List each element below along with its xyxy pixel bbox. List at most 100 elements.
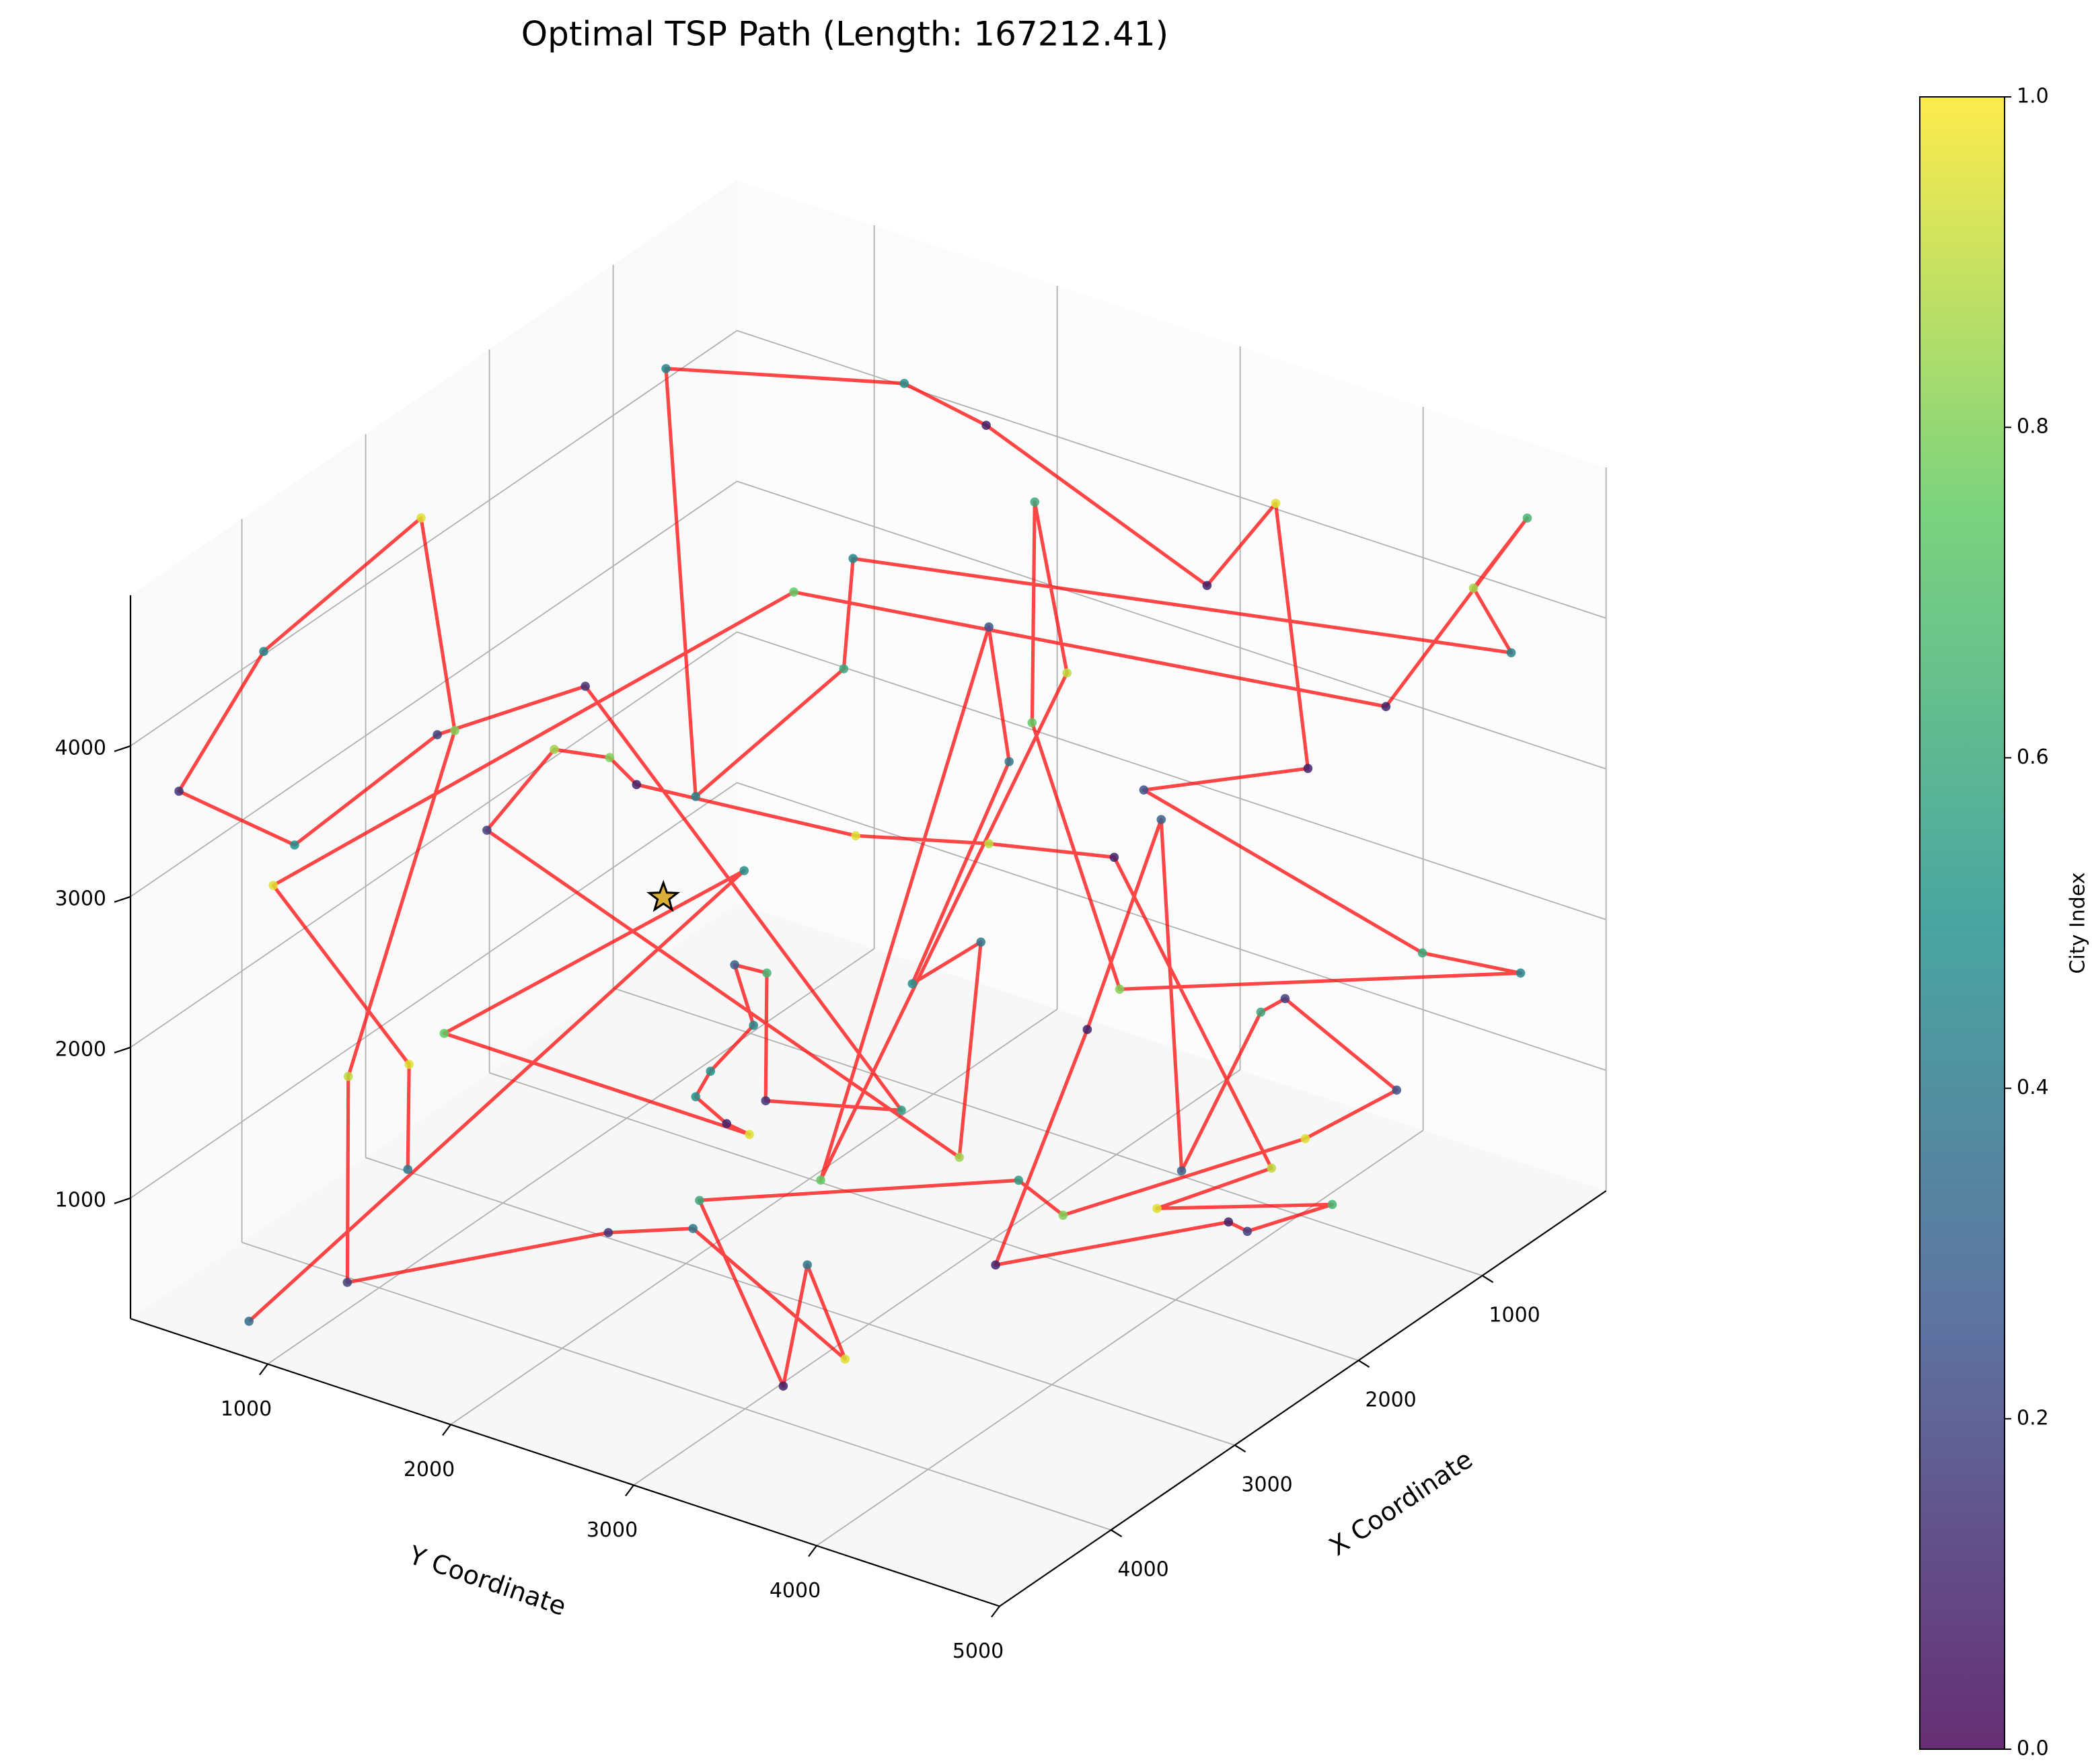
city-point <box>1267 1163 1277 1173</box>
city-point <box>984 622 994 632</box>
city-point <box>1280 994 1290 1004</box>
grid-line <box>737 631 1606 920</box>
x-tick-label: 1000 <box>1489 1304 1540 1327</box>
city-point <box>802 1260 813 1270</box>
grid-line <box>130 631 738 1048</box>
city-point <box>404 1060 414 1069</box>
z-tick <box>114 895 131 903</box>
city-point <box>1417 948 1427 958</box>
z-tick-label: 3000 <box>55 887 106 910</box>
grid-line <box>450 1008 1058 1426</box>
city-point <box>1506 648 1516 658</box>
city-point <box>1109 852 1119 862</box>
pane-left <box>130 180 737 1319</box>
city-point <box>403 1165 413 1174</box>
y-tick <box>259 1363 268 1376</box>
city-point <box>416 513 426 523</box>
z-tick-label: 4000 <box>55 736 106 760</box>
grid-line <box>489 1072 1359 1361</box>
y-tick <box>991 1605 1000 1618</box>
grid-line <box>737 782 1606 1071</box>
x-axis <box>999 1190 1607 1607</box>
z-tick-label: 2000 <box>55 1037 106 1061</box>
pane-floor <box>130 903 1606 1607</box>
city-point <box>1202 581 1212 591</box>
city-point <box>343 1072 353 1081</box>
grid-line <box>241 1241 1111 1531</box>
city-point <box>1062 668 1072 678</box>
city-point <box>706 1066 716 1076</box>
city-point <box>691 1092 701 1101</box>
city-point <box>899 379 909 388</box>
city-point <box>450 726 459 735</box>
city-point <box>482 825 492 835</box>
city-point <box>688 1224 698 1233</box>
y-tick-label: 1000 <box>221 1397 272 1421</box>
city-point <box>605 753 615 762</box>
z-tick-label: 1000 <box>55 1188 106 1212</box>
city-point <box>1082 1025 1092 1035</box>
city-point <box>1115 984 1125 994</box>
city-point <box>1327 1200 1337 1210</box>
city-point <box>550 745 559 754</box>
city-point <box>1256 1007 1266 1017</box>
city-point <box>1522 513 1532 523</box>
city-point <box>691 792 701 801</box>
city-point <box>342 1278 352 1287</box>
city-point <box>816 1175 825 1185</box>
y-tick-label: 5000 <box>952 1640 1004 1663</box>
city-point <box>1381 702 1391 712</box>
colorbar-tick-label: 0.4 <box>2017 1076 2049 1099</box>
z-tick <box>114 1197 131 1204</box>
chart-title: Optimal TSP Path (Length: 167212.41) <box>521 15 1168 54</box>
city-point <box>661 364 671 373</box>
city-point <box>976 937 986 947</box>
city-point <box>632 780 642 790</box>
city-point <box>1014 1175 1024 1185</box>
grid-line <box>737 480 1606 770</box>
x-tick <box>1234 1444 1246 1453</box>
city-point <box>1139 785 1149 795</box>
z-tick <box>114 1046 131 1054</box>
y-tick-label: 4000 <box>770 1579 821 1603</box>
city-point <box>730 960 739 969</box>
city-point <box>439 1029 449 1038</box>
city-point <box>268 881 278 890</box>
colorbar-tick-label: 0.0 <box>2017 1737 2049 1761</box>
city-point <box>174 786 184 796</box>
start-marker <box>646 879 681 912</box>
city-point <box>761 1096 771 1105</box>
city-point <box>851 831 860 841</box>
city-point <box>1156 815 1166 824</box>
city-point <box>581 682 590 691</box>
colorbar-label: City Index <box>2066 873 2090 974</box>
city-point <box>244 1317 254 1326</box>
grid-line <box>267 948 875 1365</box>
city-point <box>1030 497 1040 507</box>
pane-back <box>737 180 1606 1191</box>
grid-line <box>633 1069 1241 1486</box>
z-tick <box>114 745 131 752</box>
city-point <box>695 1196 704 1206</box>
x-axis-label: X Coordinate <box>1324 1444 1478 1561</box>
city-point <box>745 1130 754 1140</box>
city-point <box>1303 764 1313 773</box>
x-tick <box>1482 1275 1494 1284</box>
grid-line <box>130 330 738 747</box>
colorbar-tick-label: 0.6 <box>2017 745 2049 769</box>
city-point <box>762 968 772 978</box>
city-point <box>1242 1226 1253 1237</box>
city-point <box>259 647 268 657</box>
grid-line <box>130 480 738 897</box>
city-point <box>1392 1085 1402 1095</box>
y-axis <box>130 1317 1000 1607</box>
x-tick-label: 3000 <box>1241 1473 1292 1497</box>
city-point <box>1176 1166 1187 1176</box>
y-tick-label: 2000 <box>404 1458 455 1481</box>
city-point <box>897 1105 906 1115</box>
city-point <box>981 420 991 430</box>
colorbar <box>1919 96 2005 1750</box>
city-point <box>603 1228 613 1237</box>
